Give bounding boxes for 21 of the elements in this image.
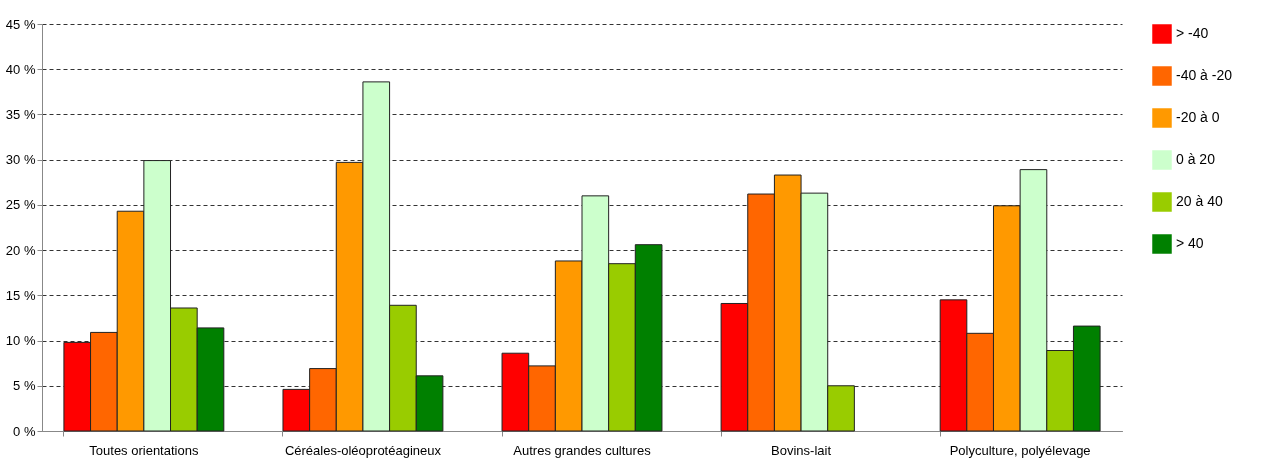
legend-label: > 40	[1176, 235, 1204, 251]
x-tick-label: Autres grandes cultures	[513, 442, 652, 458]
legend-label: > -40	[1176, 25, 1209, 41]
legend-label: -20 à 0	[1176, 109, 1220, 125]
legend-label: 0 à 20	[1176, 151, 1216, 167]
y-tick-label: 10 %	[5, 333, 36, 349]
legend-label: -40 à -20	[1176, 67, 1233, 83]
y-tick-label: 25 %	[5, 197, 36, 213]
y-tick-label: 15 %	[5, 287, 36, 303]
y-tick-label: 20 %	[5, 242, 36, 258]
y-tick-label: 30 %	[5, 152, 36, 168]
y-tick-label: 0 %	[13, 423, 36, 439]
y-tick-label: 5 %	[13, 378, 36, 394]
x-tick-label: Toutes orientations	[89, 442, 199, 458]
x-tick-label: Polyculture, polyélevage	[949, 442, 1091, 458]
x-tick-label: Céréales-oléoprotéagineux	[284, 442, 442, 458]
legend-label: 20 à 40	[1176, 193, 1223, 209]
y-tick-label: 40 %	[5, 61, 36, 77]
y-tick-label: 35 %	[5, 106, 36, 122]
x-tick-label: Bovins-lait	[771, 442, 832, 458]
y-tick-label: 45 %	[5, 16, 36, 32]
